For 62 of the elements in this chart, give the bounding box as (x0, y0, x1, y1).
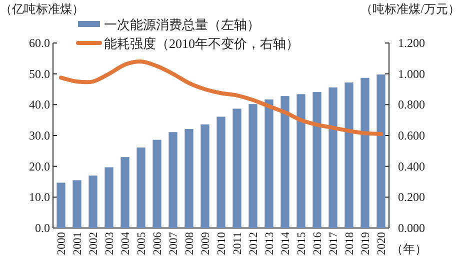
y2-tick-label: 1.200 (398, 36, 425, 50)
y-tick-label: 10.0 (29, 190, 50, 204)
x-tick-label: 2009 (200, 232, 212, 255)
bar (168, 132, 178, 228)
bar (312, 92, 322, 228)
y2-tick-label: 0.200 (398, 190, 425, 204)
x-tick-label: 2004 (120, 232, 132, 255)
x-tick-label: 2001 (72, 232, 84, 255)
x-tick-label: 2013 (264, 232, 276, 255)
x-tick-label: 2005 (136, 232, 148, 255)
x-tick-label: 2000 (56, 232, 68, 255)
y-tick-label: 20.0 (29, 159, 50, 174)
x-tick-label: 2014 (280, 232, 292, 255)
bar (184, 129, 194, 228)
x-tick-label: 2016 (312, 232, 324, 255)
legend-label: 能耗强度（2010年不变价，右轴） (104, 36, 299, 51)
y2-axis-title: （吨标准煤/万元） (360, 2, 460, 16)
x-tick-label: 2018 (344, 232, 356, 255)
y2-tick-label: 0.800 (398, 98, 425, 112)
bar (232, 108, 242, 228)
y2-tick-label: 1.000 (398, 66, 425, 81)
bar (216, 116, 226, 228)
bar (56, 182, 66, 228)
x-tick-label: 2017 (328, 232, 340, 255)
y-tick-label: 40.0 (29, 98, 50, 112)
y-axis-title: （亿吨标准煤） (0, 2, 84, 16)
y-tick-label: 60.0 (29, 36, 50, 50)
x-tick-label: 2011 (232, 232, 244, 255)
bar (360, 78, 370, 228)
bar (344, 82, 354, 228)
x-tick-label: 2008 (184, 232, 196, 255)
bar (120, 157, 130, 228)
y2-tick-label: 0.000 (398, 221, 425, 235)
y-tick-label: 0.0 (35, 221, 50, 235)
y-tick-label: 30.0 (29, 128, 50, 142)
bar (88, 176, 98, 228)
bar (248, 104, 258, 228)
bar (136, 148, 146, 228)
x-tick-label: 2010 (216, 232, 228, 255)
x-tick-label: 2019 (360, 232, 372, 255)
x-axis-title: （年） (391, 242, 427, 256)
x-tick-label: 2007 (168, 232, 180, 255)
bar (200, 124, 210, 228)
x-tick-label: 2012 (248, 232, 260, 255)
y-tick-label: 50.0 (29, 66, 50, 81)
bar (376, 74, 386, 228)
x-tick-label: 2015 (296, 232, 308, 255)
x-tick-label: 2006 (152, 232, 164, 255)
bar (280, 96, 290, 228)
y2-tick-label: 0.600 (398, 128, 425, 142)
bar (72, 180, 82, 228)
bar (104, 167, 114, 228)
bar (264, 99, 274, 228)
legend-label: 一次能源消费总量（左轴） (104, 17, 260, 32)
x-tick-label: 2020 (376, 232, 388, 255)
bar (296, 94, 306, 228)
y2-tick-label: 0.400 (398, 159, 425, 174)
bar (152, 140, 162, 228)
line-series (59, 60, 383, 136)
bar (328, 87, 338, 228)
x-tick-label: 2003 (104, 232, 116, 255)
x-tick-label: 2002 (88, 232, 100, 255)
